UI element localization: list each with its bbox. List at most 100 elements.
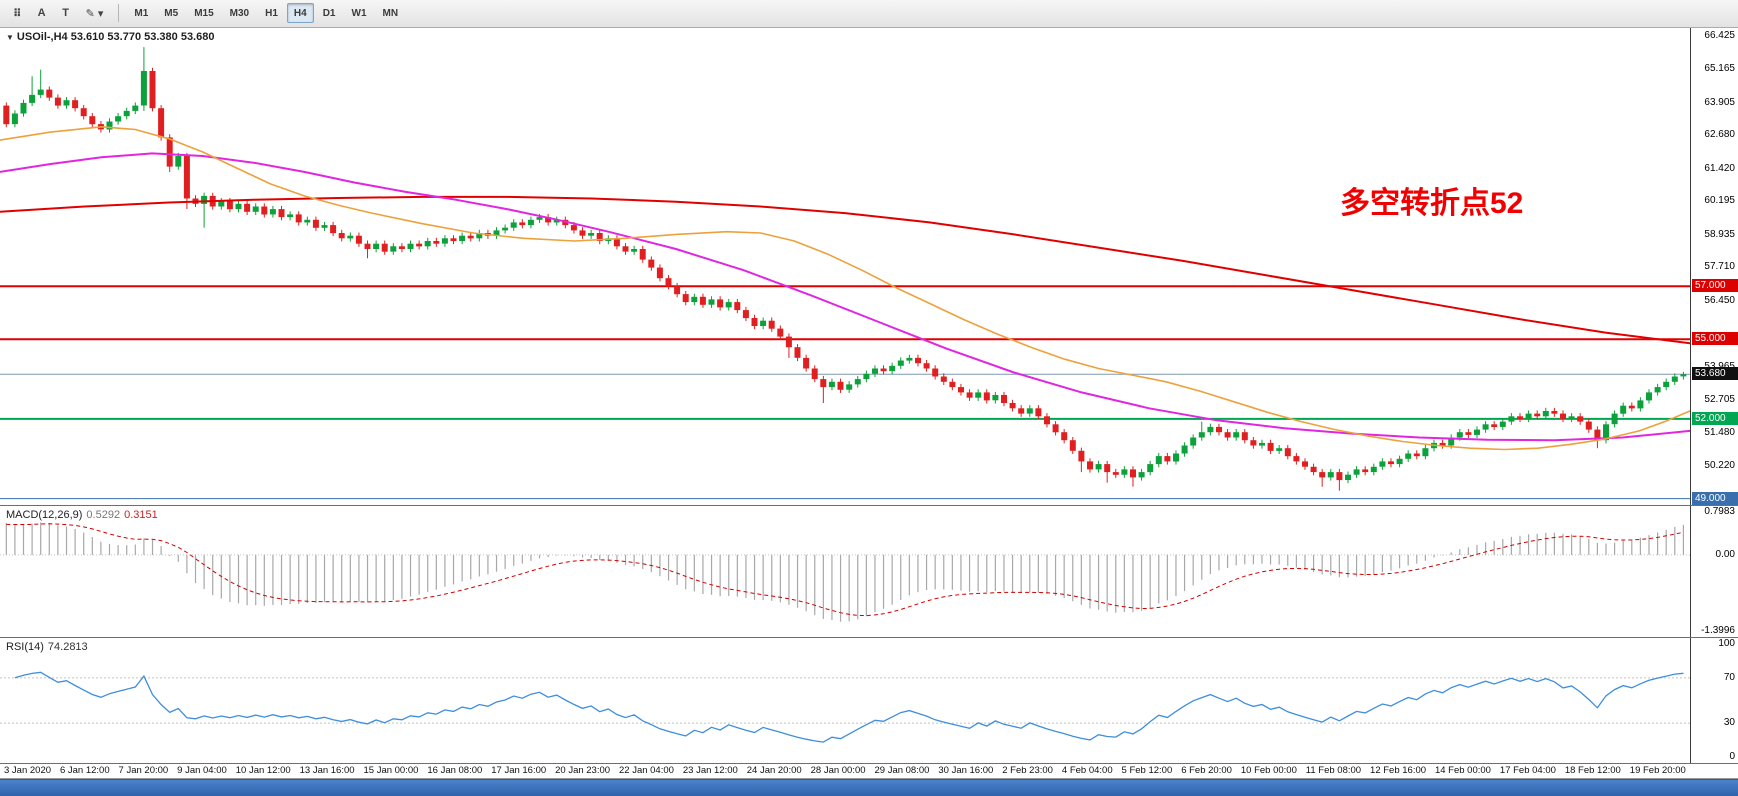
rsi-canvas [0, 671, 1690, 743]
rsi-scale-label: 0 [1729, 750, 1735, 762]
time-label: 4 Feb 04:00 [1061, 765, 1113, 777]
annotation-text: 多空转折点52 [1340, 186, 1524, 220]
timeframe-mn-button[interactable]: MN [376, 3, 406, 23]
price-label: 65.165 [1704, 62, 1735, 74]
time-label: 10 Feb 00:00 [1240, 765, 1297, 777]
macd-label: MACD(12,26,9) [6, 508, 83, 521]
timeframe-w1-button[interactable]: W1 [345, 3, 374, 23]
grid-button[interactable]: ⠿ [6, 3, 29, 23]
price-label: 52.705 [1704, 393, 1735, 405]
price-label: 62.680 [1704, 128, 1735, 140]
ma-red-line [0, 195, 1690, 344]
ma-magenta-line [0, 151, 1690, 441]
rsi-scale-label: 30 [1723, 716, 1735, 728]
time-label: 16 Jan 08:00 [427, 765, 483, 777]
chart-symbol-period: USOil-,H4 [16, 30, 68, 43]
timeframe-m30-button[interactable]: M30 [223, 3, 256, 23]
time-label: 15 Jan 00:00 [363, 765, 419, 777]
rsi-value: 74.2813 [47, 640, 88, 653]
price-badge: 55.000 [1692, 331, 1738, 345]
rsi-scale-column[interactable]: 100 70 30 0 [1690, 637, 1738, 763]
text-tool-button[interactable]: T [55, 3, 77, 23]
price-label: 53.965 [1704, 361, 1735, 372]
arrow-tool-button[interactable]: A [31, 3, 53, 23]
macd-histogram [5, 521, 1684, 622]
macd-chart[interactable]: MACD(12,26,9) 0.5292 0.3151 [0, 505, 1690, 637]
macd-signal-value: 0.3151 [124, 508, 158, 521]
main-chart[interactable]: ▼ USOil-,H4 53.610 53.770 53.380 53.680 多… [0, 27, 1690, 505]
ma-orange-line [0, 125, 1690, 450]
rsi-scale-label: 100 [1718, 637, 1735, 649]
macd-panel: MACD(12,26,9) 0.5292 0.3151 0.7983 0.00 -1.3… [0, 505, 1738, 638]
time-label: 5 Feb 12:00 [1121, 765, 1173, 777]
time-label: 9 Jan 04:00 [177, 765, 227, 777]
timeframe-h1-button[interactable]: H1 [258, 3, 285, 23]
time-label: 10 Jan 12:00 [235, 765, 291, 777]
price-scale[interactable]: 66.425 65.165 63.905 62.680 61.420 60.195 58.9… [1690, 27, 1738, 505]
drawing-tools-group: ⠿ A T ✎ ▾ [6, 3, 110, 23]
timeframe-d1-button[interactable]: D1 [316, 3, 343, 23]
rsi-line [14, 671, 1684, 743]
macd-signal-line [6, 522, 1684, 616]
toolbar-separator [118, 4, 120, 23]
price-badge: 57.000 [1692, 278, 1738, 292]
macd-header: MACD(12,26,9) 0.5292 0.3151 [6, 509, 158, 521]
time-label: 3 Jan 2020 [4, 765, 52, 777]
main-chart-canvas [0, 46, 1690, 499]
price-label: 63.905 [1704, 96, 1735, 108]
candles [3, 46, 1687, 491]
time-label: 23 Jan 12:00 [682, 765, 738, 777]
time-label: 28 Jan 00:00 [810, 765, 866, 777]
horizontal-lines [0, 284, 1690, 499]
rsi-chart[interactable]: RSI(14) 74.2813 [0, 637, 1690, 763]
time-label: 17 Jan 16:00 [491, 765, 547, 777]
bottom-strip [0, 779, 1738, 796]
macd-scale-label: -1.3996 [1701, 624, 1735, 636]
price-label: 61.420 [1704, 162, 1735, 174]
time-label: 6 Jan 12:00 [59, 765, 110, 777]
objects-tool-button[interactable]: ✎ ▾ [79, 3, 111, 23]
chart-dropdown-icon[interactable]: ▼ [6, 32, 14, 42]
time-label: 20 Jan 23:00 [555, 765, 611, 777]
timeframe-h4-button[interactable]: H4 [286, 3, 314, 24]
time-label: 2 Feb 23:00 [1002, 765, 1053, 777]
time-label: 24 Jan 20:00 [746, 765, 802, 777]
time-label: 13 Jan 16:00 [299, 765, 355, 777]
macd-canvas [0, 521, 1690, 622]
macd-scale-label: 0.00 [1715, 548, 1735, 560]
timeframe-m1-button[interactable]: M1 [127, 3, 155, 23]
rsi-panel: RSI(14) 74.2813 100 70 30 0 [0, 637, 1738, 764]
time-label: 18 Feb 12:00 [1564, 765, 1621, 777]
time-axis[interactable]: 3 Jan 2020 6 Jan 12:00 7 Jan 20:00 9 Jan 04… [0, 763, 1738, 780]
main-chart-panel: ▼ USOil-,H4 53.610 53.770 53.380 53.680 多… [0, 27, 1738, 506]
price-badge: 53.680 [1692, 366, 1738, 380]
macd-scale-label: 0.7983 [1704, 505, 1735, 517]
toolbar: ⠿ A T ✎ ▾ M1 M5 M15 M30 H1 H4 D1 W1 MN [0, 0, 1738, 28]
time-label: 17 Feb 04:00 [1499, 765, 1556, 777]
rsi-label: RSI(14) [6, 640, 44, 653]
time-label: 6 Feb 20:00 [1181, 765, 1232, 777]
time-label: 11 Feb 08:00 [1305, 765, 1362, 777]
price-badge: 49.000 [1692, 491, 1738, 505]
chart-title: ▼ USOil-,H4 53.610 53.770 53.380 53.680 [6, 31, 214, 43]
price-label: 66.425 [1704, 29, 1735, 41]
price-label: 56.450 [1704, 294, 1735, 306]
price-label: 51.480 [1704, 426, 1735, 438]
time-label: 14 Feb 00:00 [1434, 765, 1491, 777]
price-label: 60.195 [1704, 194, 1735, 206]
timeframe-m15-button[interactable]: M15 [187, 3, 220, 23]
price-label: 57.710 [1704, 260, 1735, 272]
time-label: 19 Feb 20:00 [1629, 765, 1686, 777]
time-label: 22 Jan 04:00 [618, 765, 674, 777]
price-label: 50.220 [1704, 459, 1735, 471]
rsi-scale-label: 70 [1723, 671, 1735, 683]
macd-scale[interactable]: 0.7983 0.00 -1.3996 [1690, 505, 1738, 637]
time-label: 29 Jan 08:00 [874, 765, 930, 777]
time-label: 7 Jan 20:00 [118, 765, 169, 777]
timeframe-m5-button[interactable]: M5 [157, 3, 185, 23]
rsi-header: RSI(14) 74.2813 [6, 641, 88, 653]
time-label: 12 Feb 16:00 [1370, 765, 1427, 777]
time-label: 30 Jan 16:00 [938, 765, 994, 777]
macd-value: 0.5292 [86, 508, 121, 521]
